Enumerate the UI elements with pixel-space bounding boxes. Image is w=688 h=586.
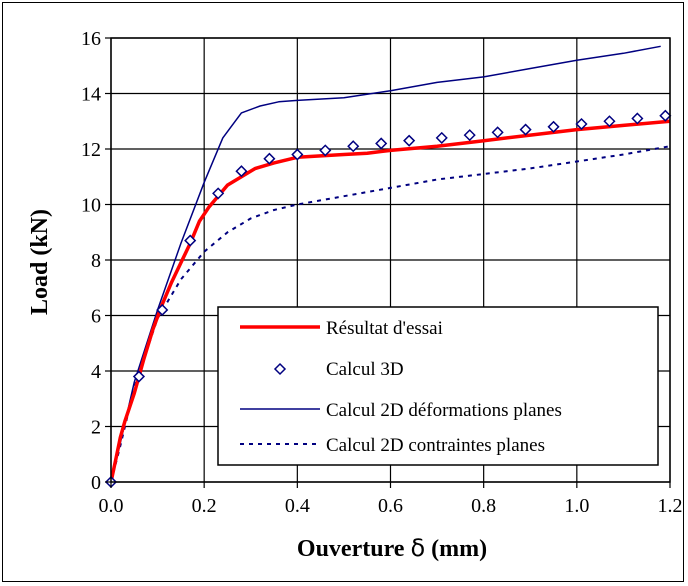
series-3d-point bbox=[603, 115, 616, 128]
series-3d-point bbox=[519, 123, 532, 136]
series-3d-point bbox=[491, 126, 504, 139]
x-axis-title: Ouverture δ (mm) bbox=[297, 534, 487, 562]
series-3d-point bbox=[263, 152, 276, 165]
x-tick-label: 0.6 bbox=[378, 495, 403, 517]
series-3d-point bbox=[463, 129, 476, 142]
y-tick-label: 10 bbox=[81, 195, 101, 217]
x-tick-label: 0.0 bbox=[99, 495, 124, 517]
series-3d-point bbox=[156, 303, 169, 317]
x-tick-label: 1.0 bbox=[564, 495, 589, 517]
series-3d-point bbox=[319, 144, 332, 157]
series-3d-point bbox=[659, 109, 672, 122]
x-axis-title-pre: Ouverture bbox=[297, 536, 411, 562]
series-3d-point bbox=[212, 187, 225, 200]
y-tick-label: 2 bbox=[91, 417, 101, 439]
x-axis: 0.0 0.2 0.4 0.6 0.8 1.0 1.2 bbox=[99, 482, 683, 517]
series-3d-point bbox=[631, 112, 644, 125]
y-tick-label: 4 bbox=[91, 361, 101, 383]
y-tick-label: 16 bbox=[81, 28, 101, 50]
series-3d-point bbox=[547, 120, 560, 133]
series-essai-line bbox=[109, 119, 671, 483]
y-axis: 0 2 4 6 8 10 12 14 16 bbox=[81, 28, 111, 494]
series-3d-point bbox=[132, 370, 146, 383]
legend-label-essai: Résultat d'essai bbox=[326, 318, 443, 339]
series-3d-point bbox=[375, 137, 388, 150]
y-tick-label: 14 bbox=[81, 84, 101, 106]
legend-swatch-3d bbox=[273, 362, 287, 376]
x-tick-label: 0.2 bbox=[192, 495, 217, 517]
x-axis-title-symbol: δ bbox=[410, 534, 425, 562]
legend-box bbox=[217, 306, 659, 466]
series-contraintes-line bbox=[110, 145, 671, 483]
legend-label-3d: Calcul 3D bbox=[326, 359, 404, 380]
series-3d-point bbox=[291, 148, 304, 161]
y-axis-title: Load (kN) bbox=[27, 209, 53, 315]
y-tick-label: 0 bbox=[91, 472, 101, 494]
series-3d-point bbox=[347, 140, 360, 153]
y-tick-label: 12 bbox=[81, 139, 101, 161]
x-tick-label: 1.2 bbox=[658, 495, 683, 517]
series-3d-point bbox=[403, 134, 416, 147]
x-tick-label: 0.8 bbox=[471, 495, 496, 517]
y-tick-label: 6 bbox=[91, 306, 101, 328]
x-axis-title-post: (mm) bbox=[425, 536, 487, 562]
y-tick-label: 8 bbox=[91, 250, 101, 272]
series-3d-point bbox=[435, 131, 448, 144]
legend: Résultat d'essai Calcul 3D Calcul 2D déf… bbox=[217, 306, 659, 466]
legend-label-contraintes: Calcul 2D contraintes planes bbox=[326, 435, 545, 456]
series-3d-point bbox=[184, 234, 197, 247]
x-tick-label: 0.4 bbox=[285, 495, 310, 517]
legend-label-deformations: Calcul 2D déformations planes bbox=[326, 400, 562, 421]
series-3d-point bbox=[235, 165, 248, 178]
series-3d-point bbox=[575, 117, 588, 131]
